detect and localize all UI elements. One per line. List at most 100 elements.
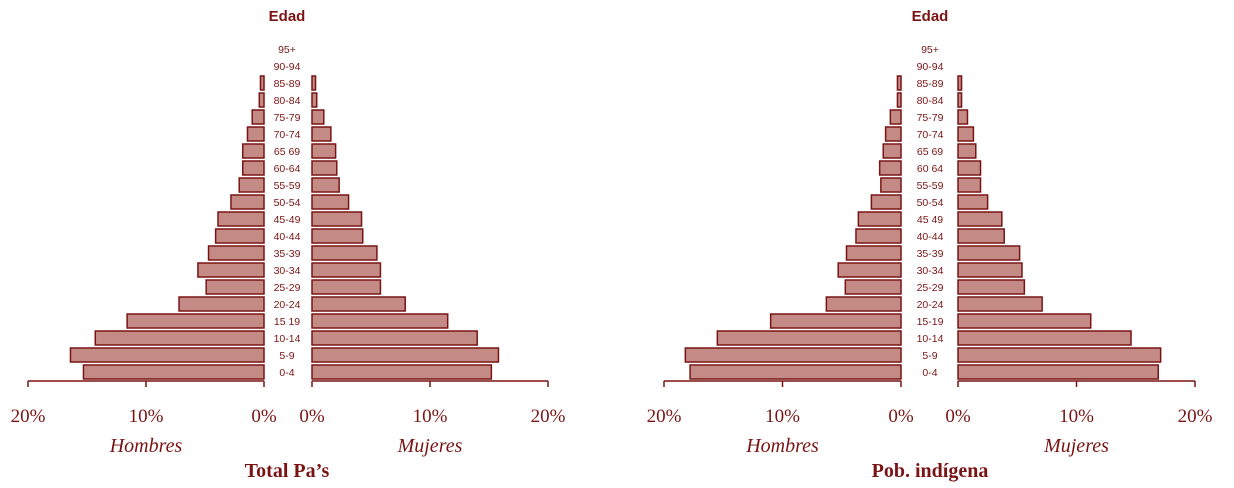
hombres-label: Hombres xyxy=(745,435,819,457)
bar-hombres xyxy=(230,194,265,210)
bar-mujeres xyxy=(311,160,338,176)
age-tick-label: 15-19 xyxy=(917,316,944,328)
age-tick-label: 30-34 xyxy=(274,265,301,277)
age-tick-label: 80-84 xyxy=(274,95,301,107)
age-tick-label: 85-89 xyxy=(917,78,944,90)
age-tick-label: 30-34 xyxy=(917,265,944,277)
bar-mujeres xyxy=(311,262,382,278)
age-tick-label: 5-9 xyxy=(279,350,294,362)
age-tick-label: 95+ xyxy=(278,44,296,56)
age-tick-label: 50-54 xyxy=(917,197,944,209)
pyramid-total: Edad 0-4 5-9 10-14 15 19 20-24 25-29 30-34 35-39… xyxy=(11,8,566,482)
bar-hombres xyxy=(126,313,265,329)
bar-hombres xyxy=(896,92,902,108)
age-tick-label: 45 49 xyxy=(917,214,943,226)
bar-mujeres xyxy=(311,296,406,312)
age-tick-label: 45-49 xyxy=(274,214,301,226)
x-tick-label-left: 10% xyxy=(765,406,800,427)
bar-mujeres xyxy=(311,92,318,108)
bar-hombres xyxy=(889,109,902,125)
bar-hombres xyxy=(214,228,265,244)
bar-hombres xyxy=(882,143,902,159)
age-tick-label: 15 19 xyxy=(274,316,300,328)
chart-svg: Edad 0-4 5-9 10-14 15 19 20-24 25-29 30-34 35-39… xyxy=(11,8,566,482)
age-tick-label: 10-14 xyxy=(917,333,944,345)
bar-hombres xyxy=(217,211,265,227)
bar-hombres xyxy=(69,347,265,363)
age-tick-label: 65 69 xyxy=(917,146,943,158)
x-tick-label-right: 10% xyxy=(1059,406,1094,427)
mujeres-label: Mujeres xyxy=(397,435,463,457)
bar-hombres xyxy=(880,177,902,193)
age-tick-label: 65 69 xyxy=(274,146,300,158)
bar-hombres xyxy=(689,364,902,380)
bar-mujeres xyxy=(311,75,317,91)
age-tick-label: 40-44 xyxy=(274,231,301,243)
bar-mujeres xyxy=(957,126,975,142)
bar-mujeres xyxy=(311,194,350,210)
bar-mujeres xyxy=(957,330,1132,346)
age-tick-label: 0-4 xyxy=(922,367,937,379)
bar-mujeres xyxy=(957,279,1026,295)
bar-mujeres xyxy=(957,75,963,91)
age-axis-title: Edad xyxy=(269,8,306,25)
x-tick-label-right: 20% xyxy=(531,406,566,427)
bar-mujeres xyxy=(311,228,364,244)
bar-hombres xyxy=(258,92,265,108)
bar-mujeres xyxy=(957,347,1162,363)
x-tick-label-right: 0% xyxy=(945,406,971,427)
bar-mujeres xyxy=(957,313,1092,329)
x-tick-label-left: 20% xyxy=(647,406,682,427)
age-tick-label: 0-4 xyxy=(279,367,294,379)
age-tick-label: 10-14 xyxy=(274,333,301,345)
hombres-label: Hombres xyxy=(109,435,183,457)
age-tick-label: 5-9 xyxy=(922,350,937,362)
bar-hombres xyxy=(684,347,902,363)
bar-hombres xyxy=(94,330,265,346)
bar-hombres xyxy=(884,126,902,142)
x-tick-label-left: 0% xyxy=(888,406,914,427)
age-tick-label: 60-64 xyxy=(274,163,301,175)
age-tick-label: 90-94 xyxy=(917,61,944,73)
bar-hombres xyxy=(207,245,265,261)
age-tick-label: 20-24 xyxy=(274,299,301,311)
bar-hombres xyxy=(242,160,265,176)
bar-mujeres xyxy=(311,347,500,363)
age-tick-label: 50-54 xyxy=(274,197,301,209)
x-tick-label-left: 20% xyxy=(11,406,46,427)
bar-mujeres xyxy=(311,330,478,346)
bar-mujeres xyxy=(311,279,382,295)
bar-mujeres xyxy=(957,262,1023,278)
age-tick-label: 70-74 xyxy=(917,129,944,141)
bar-mujeres xyxy=(957,109,969,125)
bar-mujeres xyxy=(957,245,1021,261)
age-tick-label: 25-29 xyxy=(917,282,944,294)
mujeres-label: Mujeres xyxy=(1043,435,1109,457)
bar-hombres xyxy=(197,262,265,278)
bar-hombres xyxy=(238,177,265,193)
bar-hombres xyxy=(82,364,265,380)
pyramid-indigenous: Edad 0-4 5-9 10-14 15-19 20-24 25-29 30-34 35-39… xyxy=(617,0,1234,488)
age-tick-label: 80-84 xyxy=(917,95,944,107)
age-tick-label: 25-29 xyxy=(274,282,301,294)
bar-hombres xyxy=(845,245,902,261)
bar-mujeres xyxy=(957,143,977,159)
bar-hombres xyxy=(896,75,902,91)
bar-mujeres xyxy=(957,364,1160,380)
age-tick-label: 35-39 xyxy=(274,248,301,260)
bar-hombres xyxy=(242,143,265,159)
bar-mujeres xyxy=(957,194,989,210)
bar-mujeres xyxy=(957,296,1043,312)
bar-hombres xyxy=(855,228,902,244)
bar-mujeres xyxy=(311,126,332,142)
age-tick-label: 90-94 xyxy=(274,61,301,73)
age-axis-title: Edad xyxy=(912,8,949,25)
x-tick-label-left: 0% xyxy=(251,406,277,427)
bar-mujeres xyxy=(311,143,337,159)
bar-hombres xyxy=(857,211,902,227)
bar-hombres xyxy=(178,296,265,312)
bar-mujeres xyxy=(957,92,963,108)
age-tick-label: 60 64 xyxy=(917,163,943,175)
age-tick-label: 40-44 xyxy=(917,231,944,243)
